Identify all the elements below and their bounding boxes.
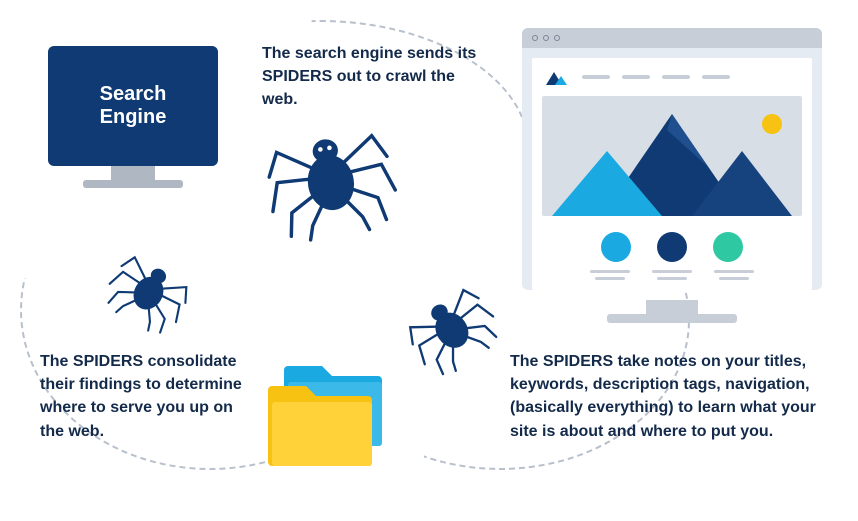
browser-frame [522,28,822,290]
webpage-mockup [522,28,822,323]
nav-line [662,75,690,79]
folders-icon [258,352,408,477]
dot-navy-icon [657,232,687,262]
text-line [652,270,692,273]
text-line [714,270,754,273]
feature-dots [542,232,802,262]
spider-large-icon [251,100,410,254]
browser-neck [646,300,698,314]
monitor-label-line1: Search [100,83,167,106]
spider-small-left-icon [92,234,207,348]
caption-step2: The SPIDERS take notes on your titles, k… [510,350,820,443]
browser-nav [542,68,802,86]
hero-image [542,96,802,216]
text-line [657,277,687,280]
site-logo-icon [542,68,570,86]
monitor-label-line2: Engine [100,106,167,129]
browser-base [607,314,737,323]
placeholder-lines [542,270,802,280]
text-line [595,277,625,280]
window-dot-icon [532,35,538,41]
browser-titlebar [522,28,822,48]
monitor-neck [111,166,155,180]
browser-body [532,58,812,290]
text-line [590,270,630,273]
dot-teal-icon [713,232,743,262]
nav-line [702,75,730,79]
caption-step3: The SPIDERS consolidate their findings t… [40,350,250,443]
nav-line [582,75,610,79]
window-dot-icon [554,35,560,41]
nav-line [622,75,650,79]
text-line [719,277,749,280]
search-engine-monitor: Search Engine [48,46,218,188]
monitor-screen: Search Engine [48,46,218,166]
dot-cyan-icon [601,232,631,262]
window-dot-icon [543,35,549,41]
monitor-base [83,180,183,188]
